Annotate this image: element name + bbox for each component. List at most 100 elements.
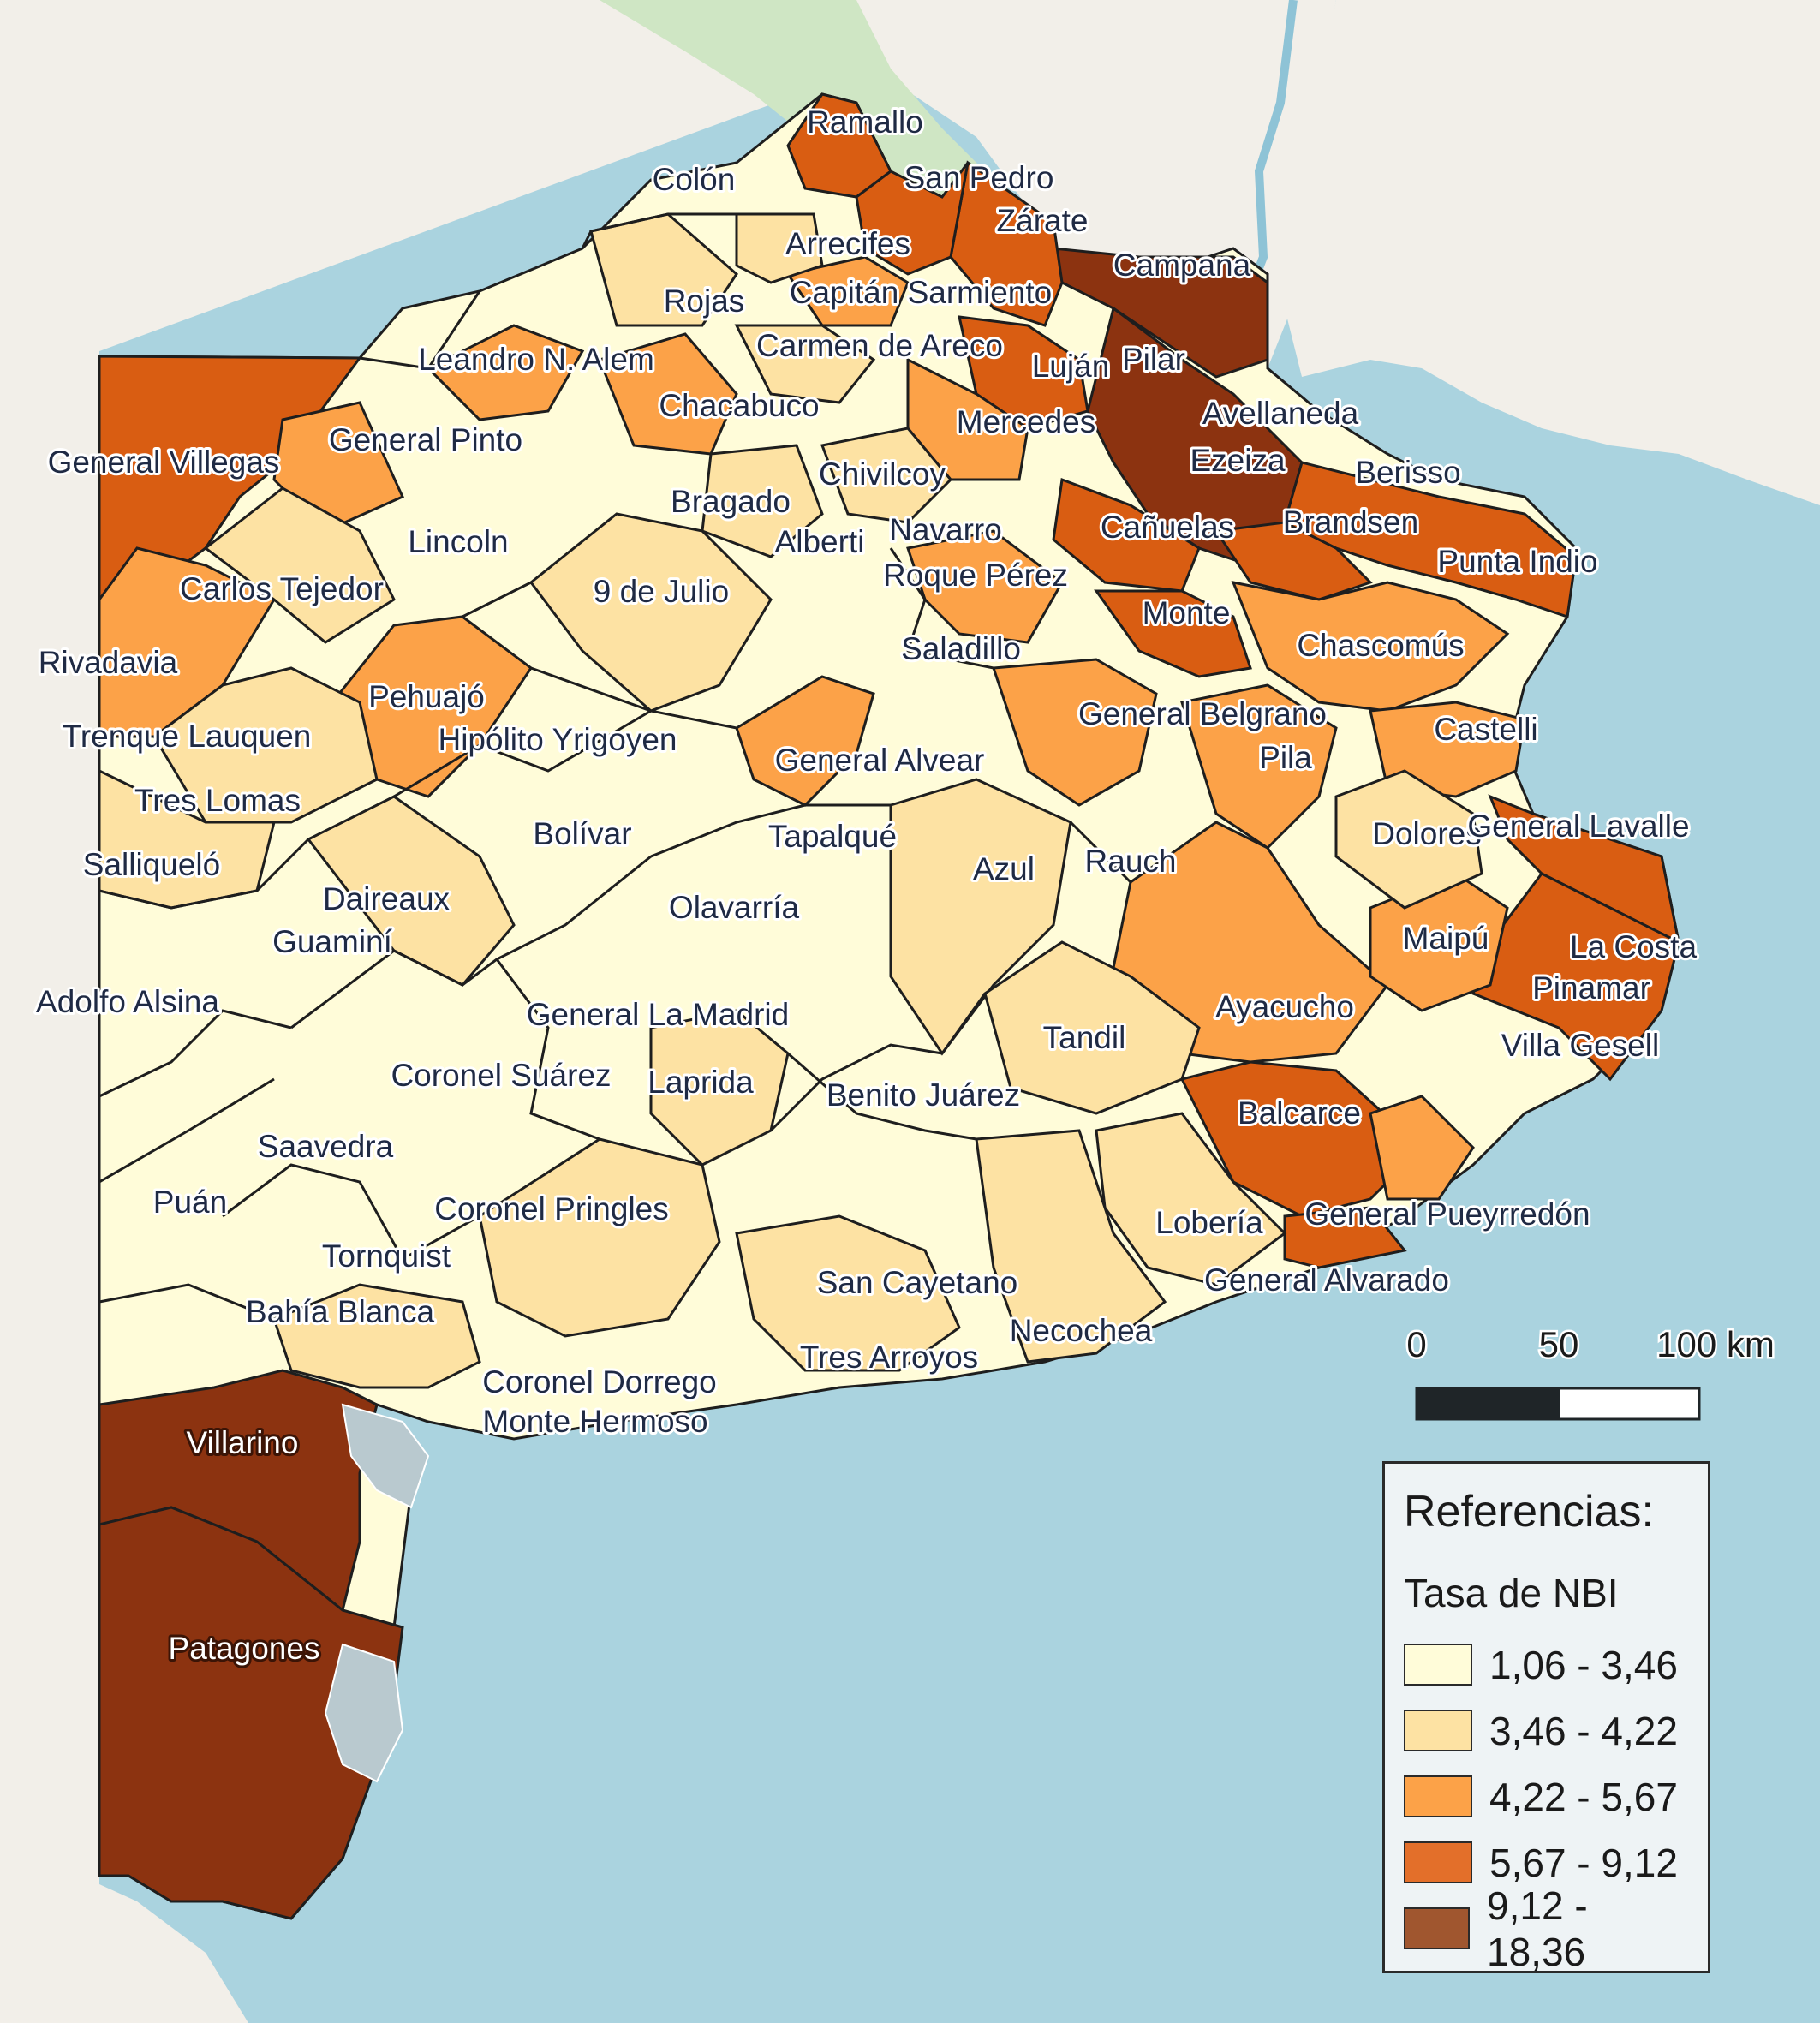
partido-label: Pinamar [1532,970,1650,1006]
legend-swatch [1404,1841,1472,1883]
polygon-general-alvarado [1283,1206,1407,1269]
partido-label: Luján [1032,349,1110,384]
outside-land [0,0,1336,1884]
partido-label: San Cayetano [817,1265,1018,1300]
partido-label: Berisso [1355,455,1460,490]
polygon-carlos-tejedor [98,546,277,738]
polygon-tandil [983,940,1201,1115]
partido-label: Tres Lomas [134,783,301,818]
partido-label: La Costa [1570,929,1698,964]
partido-label: Monte Hermoso [482,1404,707,1439]
partido-label: Monte [1143,595,1231,630]
partido-label: Carlos Tejedor [180,571,384,606]
legend-swatch [1404,1907,1471,1949]
partido-label: Salliqueló [83,847,220,882]
legend-item: 9,12 - 18,36 [1404,1883,1689,1974]
partido-label: Avellaneda [1202,396,1359,431]
polygon-general-pueyrredon [1369,1095,1475,1201]
legend-subtitle: Tasa de NBI [1404,1571,1619,1615]
partido-label: General Alvarado [1204,1262,1449,1298]
partido-label: Rojas [664,283,745,319]
polygon-campana [1052,247,1269,379]
partido-label: Ezeiza [1190,443,1285,478]
partido-label: Tornquist [322,1238,451,1274]
partido-label: General Belgrano [1078,696,1327,731]
partido-label: Tandil [1043,1020,1126,1055]
partido-label: Lobería [1155,1205,1263,1240]
scale-label-0: 0 [1406,1324,1426,1364]
partido-label: Ramallo [807,104,923,140]
legend-item: 4,22 - 5,67 [1404,1763,1689,1829]
legend-range-label: 9,12 - 18,36 [1487,1883,1588,1974]
polygon-monte [1094,589,1252,678]
legend-swatch [1404,1710,1472,1751]
legend-range-label: 3,46 - 4,22 [1489,1708,1678,1753]
partido-label: Dolores [1372,816,1482,851]
partido-label: General Lavalle [1467,809,1689,844]
partido-label: Chivilcoy [819,457,946,492]
legend-item: 3,46 - 4,22 [1404,1698,1689,1763]
legend-title: Referencias: [1404,1487,1654,1537]
polygon-pila [1180,683,1338,850]
partido-label: Brandsen [1283,504,1418,540]
polygon-arrecifes [735,212,824,284]
partido-label: Laprida [647,1065,754,1100]
scale-bar-white [1557,1387,1701,1421]
partido-labels: Ramallo Colón San Pedro Zárate Arrecifes Camp… [33,102,1699,1668]
polygon-chacabuco [597,332,738,456]
polygon-necochea [975,1129,1167,1364]
partido-label: Coronel Pringles [434,1191,669,1226]
partido-label: Benito Juárez [826,1077,1020,1113]
partido-label: Villarino [187,1425,299,1460]
legend-item: 1,06 - 3,46 [1404,1632,1689,1698]
polygon-carmen-areco [734,324,876,404]
legend-swatch [1404,1775,1472,1817]
partido-label: Bahía Blanca [246,1294,435,1329]
partido-label: Tres Arroyos [800,1340,978,1375]
partido-label: General Pinto [329,422,522,457]
partido-label: Daireaux [323,881,451,916]
partido-label: Coronel Dorrego [482,1364,717,1399]
polygon-general-pinto [272,401,404,533]
legend-swatch [1404,1644,1472,1686]
partido-label: Pilar [1122,342,1185,377]
polygon-chascomus [1231,580,1510,713]
partido-label: Adolfo Alsina [36,984,219,1019]
coastal-islands [324,1403,430,1783]
polygon-azul [889,778,1072,1056]
polygon-patagones [98,1506,404,1920]
partido-label: Campana [1113,248,1251,283]
scale-label-100: 100 km [1656,1324,1775,1364]
polygon-carlos-tejedor-2 [203,486,396,644]
partido-label: Navarro [889,512,1002,547]
partido-label: Hipólito Yrigoyen [438,722,677,757]
partido-label: Olavarría [669,890,800,925]
uruguay-land [1285,0,1820,505]
partido-label: Mercedes [957,404,1095,439]
partido-label: Balcarce [1238,1095,1361,1131]
legend-range-label: 5,67 - 9,12 [1489,1840,1678,1885]
partido-label: Saladillo [901,631,1021,666]
partido-label: Colón [653,162,736,197]
polygon-general-belgrano [991,658,1158,807]
partido-label: Guaminí [272,924,393,959]
polygon-loberia [1095,1112,1287,1286]
partido-label: Capitán Sarmiento [790,275,1052,310]
polygon-9-de-julio [528,512,773,713]
polygon-berisso-puntaindio [1283,461,1578,618]
polygon-general-alvear [735,675,875,807]
partido-label: General Pueyrredón [1304,1196,1590,1232]
partido-label: Zárate [997,203,1089,238]
polygon-coronel-pringles [478,1137,721,1338]
partido-label: Chascomús [1297,628,1464,663]
partido-label: Castelli [1434,712,1537,747]
partido-label: Alberti [775,524,865,559]
partido-label: Coronel Suárez [391,1058,611,1093]
partido-label: 9 de Julio [594,574,729,609]
polygon-chivilcoy [820,427,953,524]
polygon-dolores [1334,769,1483,910]
polygon-capitan-sarmiento [785,255,910,327]
partido-label: Pehuajó [368,679,485,714]
